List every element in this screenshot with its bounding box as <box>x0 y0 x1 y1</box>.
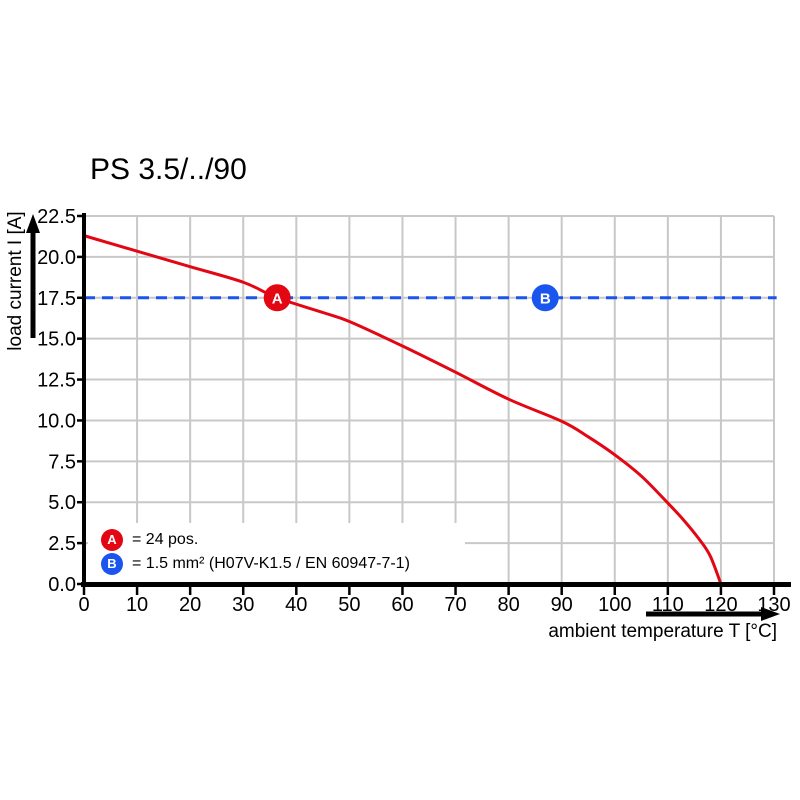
x-tick-label: 80 <box>497 594 519 616</box>
y-tick-label: 10.0 <box>37 410 76 432</box>
legend-item-a: A = 24 pos. <box>101 529 410 551</box>
y-tick-label: 2.5 <box>48 533 76 555</box>
legend-backing <box>88 523 465 582</box>
y-tick-label: 22.5 <box>37 206 76 228</box>
y-axis-arrow-head-icon <box>26 214 40 233</box>
marker-b-icon <box>531 284 559 312</box>
legend-marker-a-icon: A <box>101 529 123 551</box>
legend-item-b: B = 1.5 mm² (H07V-K1.5 / EN 60947-7-1) <box>101 553 410 575</box>
legend: A = 24 pos. B = 1.5 mm² (H07V-K1.5 / EN … <box>101 529 410 577</box>
x-tick-label: 60 <box>391 594 413 616</box>
x-tick-label: 40 <box>285 594 307 616</box>
chart-title: PS 3.5/../90 <box>90 153 247 186</box>
y-tick-label: 7.5 <box>48 451 76 473</box>
legend-marker-b-icon: B <box>101 553 123 575</box>
y-tick-label: 12.5 <box>37 370 76 392</box>
x-tick-label: 70 <box>444 594 466 616</box>
y-tick-label: 5.0 <box>48 492 76 514</box>
marker-b-label: B <box>540 290 551 307</box>
x-tick-label: 110 <box>652 594 684 616</box>
x-axis-arrow-head-icon <box>761 607 780 621</box>
x-tick-label: 20 <box>179 594 201 616</box>
x-tick-label: 30 <box>232 594 254 616</box>
legend-text-b: = 1.5 mm² (H07V-K1.5 / EN 60947-7-1) <box>132 555 410 572</box>
y-tick-label: 0.0 <box>48 574 76 596</box>
x-tick-label: 120 <box>704 594 737 616</box>
series-derating-curve-24pos <box>83 234 723 585</box>
x-tick-label: 50 <box>338 594 360 616</box>
marker-a-icon <box>263 284 291 312</box>
x-tick-label: 10 <box>126 594 148 616</box>
marker-a-label: A <box>272 290 283 307</box>
y-tick-label: 17.5 <box>37 288 76 310</box>
x-tick-label: 90 <box>551 594 573 616</box>
x-tick-label: 0 <box>78 594 89 616</box>
x-axis-label: ambient temperature T [°C] <box>548 621 777 642</box>
y-tick-label: 15.0 <box>37 329 76 351</box>
legend-text-a: = 24 pos. <box>132 531 199 548</box>
y-tick-label: 20.0 <box>37 247 76 269</box>
x-tick-label: 100 <box>598 594 631 616</box>
